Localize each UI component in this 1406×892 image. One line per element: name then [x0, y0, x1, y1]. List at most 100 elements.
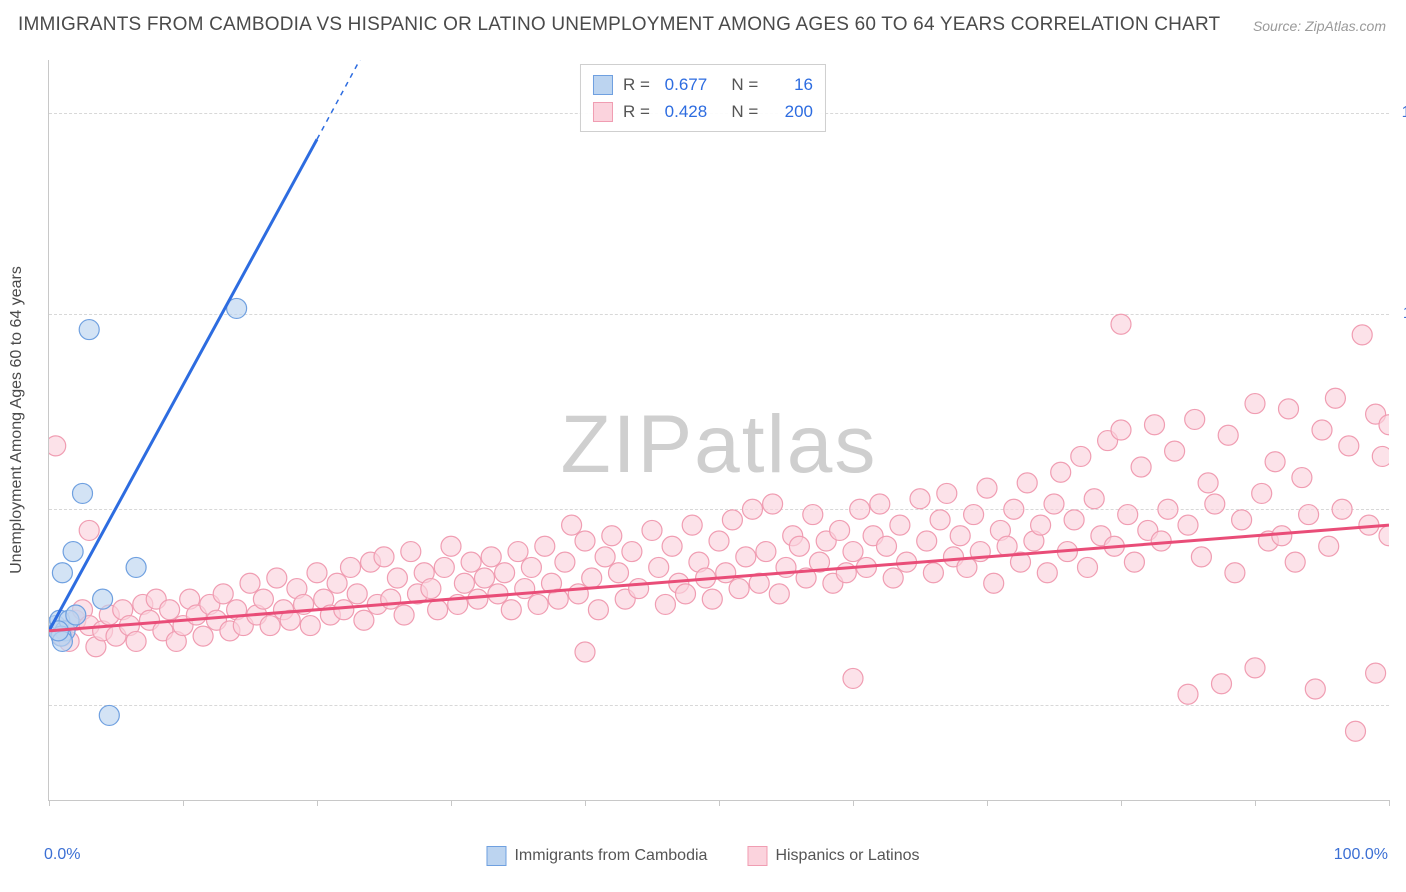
scatter-point	[1118, 505, 1138, 525]
scatter-point	[655, 594, 675, 614]
scatter-point	[535, 536, 555, 556]
y-tick-label: 3.8%	[1395, 696, 1406, 714]
scatter-point	[1131, 457, 1151, 477]
scatter-point	[736, 547, 756, 567]
scatter-point	[662, 536, 682, 556]
scatter-point	[763, 494, 783, 514]
scatter-point	[528, 594, 548, 614]
scatter-point	[441, 536, 461, 556]
scatter-point	[126, 631, 146, 651]
scatter-point	[562, 515, 582, 535]
x-tick	[49, 800, 50, 806]
scatter-point	[1084, 489, 1104, 509]
regression-line	[49, 139, 317, 631]
scatter-point	[381, 589, 401, 609]
scatter-point	[475, 568, 495, 588]
x-tick	[1389, 800, 1390, 806]
legend-bottom: Immigrants from Cambodia Hispanics or La…	[486, 846, 919, 866]
scatter-point	[1078, 557, 1098, 577]
scatter-point	[642, 520, 662, 540]
scatter-point	[769, 584, 789, 604]
scatter-point	[883, 568, 903, 588]
scatter-point	[602, 526, 622, 546]
scatter-point	[468, 589, 488, 609]
scatter-point	[1124, 552, 1144, 572]
scatter-point	[923, 563, 943, 583]
legend-item-1: Hispanics or Latinos	[747, 846, 919, 866]
x-tick	[183, 800, 184, 806]
y-tick-label: 15.0%	[1395, 104, 1406, 122]
scatter-point	[850, 499, 870, 519]
scatter-point	[260, 616, 280, 636]
scatter-point	[73, 483, 93, 503]
scatter-point	[709, 531, 729, 551]
scatter-point	[803, 505, 823, 525]
scatter-point	[1305, 679, 1325, 699]
scatter-point	[1379, 526, 1389, 546]
scatter-point	[1064, 510, 1084, 530]
scatter-point	[521, 557, 541, 577]
scatter-point	[1111, 420, 1131, 440]
x-tick	[853, 800, 854, 806]
scatter-point	[1071, 446, 1091, 466]
legend-label-0: Immigrants from Cambodia	[514, 847, 707, 865]
scatter-point	[575, 531, 595, 551]
scatter-point	[1245, 394, 1265, 414]
scatter-point	[588, 600, 608, 620]
scatter-point	[52, 563, 72, 583]
scatter-point	[1245, 658, 1265, 678]
x-tick	[987, 800, 988, 806]
scatter-point	[789, 536, 809, 556]
scatter-point	[1299, 505, 1319, 525]
scatter-point	[1352, 325, 1372, 345]
scatter-point	[79, 520, 99, 540]
scatter-point	[160, 600, 180, 620]
swatch-series-1	[593, 102, 613, 122]
scatter-point	[213, 584, 233, 604]
scatter-point	[676, 584, 696, 604]
scatter-point	[843, 542, 863, 562]
scatter-point	[454, 573, 474, 593]
scatter-point	[1279, 399, 1299, 419]
scatter-point	[374, 547, 394, 567]
r-value-1: 0.428	[665, 98, 708, 125]
r-value-0: 0.677	[665, 71, 708, 98]
legend-correlation: R = 0.677 N = 16 R = 0.428 N = 200	[580, 64, 826, 132]
source-label: Source: ZipAtlas.com	[1253, 18, 1386, 34]
scatter-point	[307, 563, 327, 583]
scatter-point	[394, 605, 414, 625]
scatter-point	[1191, 547, 1211, 567]
scatter-point	[1319, 536, 1339, 556]
scatter-point	[1312, 420, 1332, 440]
scatter-point	[964, 505, 984, 525]
scatter-point	[877, 536, 897, 556]
scatter-point	[1178, 684, 1198, 704]
scatter-point	[1218, 425, 1238, 445]
regression-line-extrapolated	[317, 60, 451, 139]
scatter-point	[843, 668, 863, 688]
scatter-point	[1265, 452, 1285, 472]
scatter-point	[461, 552, 481, 572]
scatter-point	[1185, 409, 1205, 429]
scatter-point	[79, 320, 99, 340]
scatter-point	[743, 499, 763, 519]
swatch-bottom-1	[747, 846, 767, 866]
scatter-point	[481, 547, 501, 567]
legend-row-1: R = 0.428 N = 200	[593, 98, 813, 125]
swatch-bottom-0	[486, 846, 506, 866]
scatter-point	[756, 542, 776, 562]
scatter-point	[428, 600, 448, 620]
scatter-point	[300, 616, 320, 636]
scatter-point	[327, 573, 347, 593]
scatter-point	[1332, 499, 1352, 519]
y-tick-label: 11.2%	[1395, 305, 1406, 323]
scatter-point	[1232, 510, 1252, 530]
scatter-point	[341, 557, 361, 577]
scatter-point	[1004, 499, 1024, 519]
scatter-point	[1252, 483, 1272, 503]
scatter-point	[1198, 473, 1218, 493]
scatter-point	[575, 642, 595, 662]
legend-label-1: Hispanics or Latinos	[775, 847, 919, 865]
scatter-point	[1158, 499, 1178, 519]
scatter-point	[1225, 563, 1245, 583]
